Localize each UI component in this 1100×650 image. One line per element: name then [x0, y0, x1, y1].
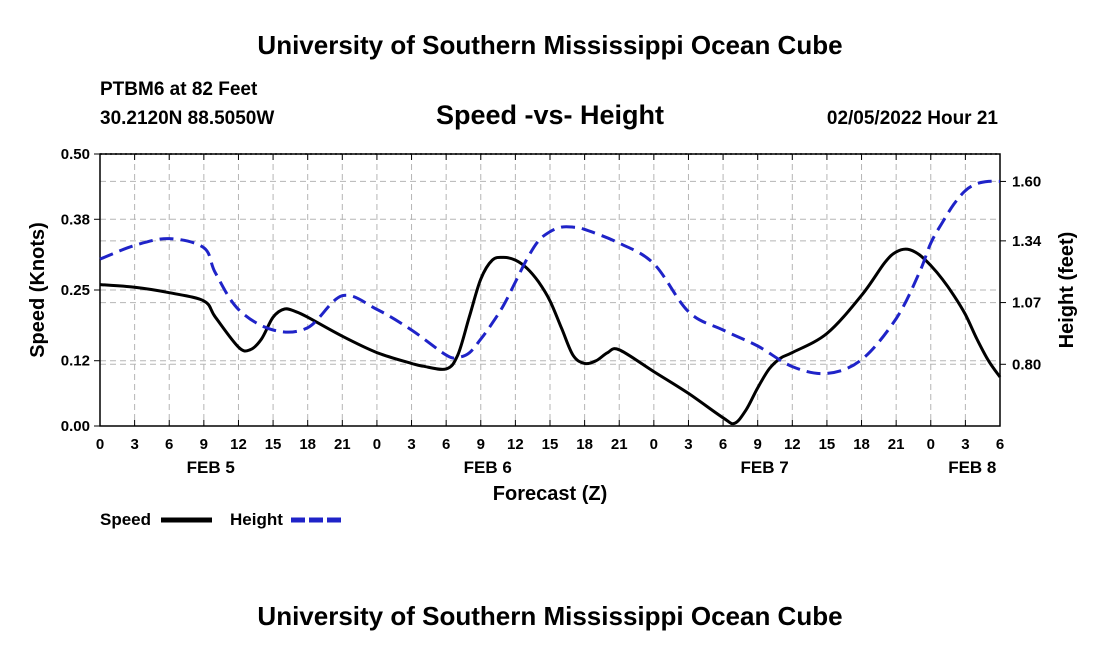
datetime-label: 02/05/2022 Hour 21 [827, 108, 999, 129]
x-tick-label: 21 [334, 436, 351, 453]
x-tick-label: 0 [373, 436, 381, 453]
x-date-label: FEB 6 [464, 458, 512, 477]
x-tick-label: 6 [442, 436, 450, 453]
x-tick-label: 12 [507, 436, 524, 453]
station-label: PTBM6 at 82 Feet [100, 79, 258, 100]
y-axis-right-title: Height (feet) [1056, 232, 1078, 349]
x-tick-label: 6 [996, 436, 1004, 453]
x-tick-label: 21 [888, 436, 905, 453]
x-tick-label: 6 [719, 436, 727, 453]
y-left-tick-label: 0.25 [61, 282, 90, 299]
x-tick-label: 21 [611, 436, 628, 453]
x-date-label: FEB 7 [741, 458, 789, 477]
x-tick-label: 15 [819, 436, 836, 453]
x-tick-label: 3 [407, 436, 415, 453]
y-right-tick-label: 1.60 [1012, 173, 1041, 190]
height-series-line [99, 179, 1001, 376]
legend-height-label: Height [230, 510, 283, 529]
grid [100, 154, 1000, 426]
speed-series-line [99, 247, 1002, 426]
y-left-tick-label: 0.38 [61, 211, 90, 228]
x-tick-label: 0 [927, 436, 935, 453]
x-tick-label: 15 [542, 436, 559, 453]
x-tick-label: 9 [200, 436, 208, 453]
x-tick-label: 6 [165, 436, 173, 453]
y-right-tick-label: 1.34 [1012, 233, 1042, 250]
y-left-tick-label: 0.50 [61, 146, 90, 163]
x-date-label: FEB 8 [948, 458, 996, 477]
chart-subtitle: Speed -vs- Height [436, 100, 664, 130]
x-tick-label: 0 [96, 436, 104, 453]
x-tick-label: 0 [650, 436, 658, 453]
x-date-label: FEB 5 [187, 458, 235, 477]
x-tick-label: 12 [230, 436, 247, 453]
x-tick-label: 9 [477, 436, 485, 453]
x-tick-label: 3 [961, 436, 969, 453]
y-left-tick-label: 0.00 [61, 418, 90, 435]
x-tick-label: 18 [853, 436, 870, 453]
legend-speed-label: Speed [100, 510, 151, 529]
footer-title: University of Southern Mississippi Ocean… [257, 601, 842, 631]
x-tick-label: 12 [784, 436, 801, 453]
x-tick-label: 18 [299, 436, 316, 453]
y-right-tick-label: 1.07 [1012, 295, 1041, 312]
x-tick-label: 9 [754, 436, 762, 453]
x-tick-label: 3 [684, 436, 692, 453]
y-left-tick-label: 0.12 [61, 353, 90, 370]
x-tick-label: 18 [576, 436, 593, 453]
x-tick-label: 3 [130, 436, 138, 453]
y-axis-left-title: Speed (Knots) [27, 222, 49, 358]
y-right-tick-label: 0.80 [1012, 356, 1041, 373]
coordinates-label: 30.2120N 88.5050W [100, 108, 274, 129]
x-axis-title: Forecast (Z) [493, 483, 607, 505]
series [99, 179, 1002, 426]
chart-main-title: University of Southern Mississippi Ocean… [257, 30, 842, 60]
x-tick-label: 15 [265, 436, 282, 453]
axis-ticks: 0 3 6 9 12 15 18 21 0 3 6 9 12 15 18 21 0 3 6 9 12 15 18 21 0 3 6 0… [61, 146, 1042, 477]
